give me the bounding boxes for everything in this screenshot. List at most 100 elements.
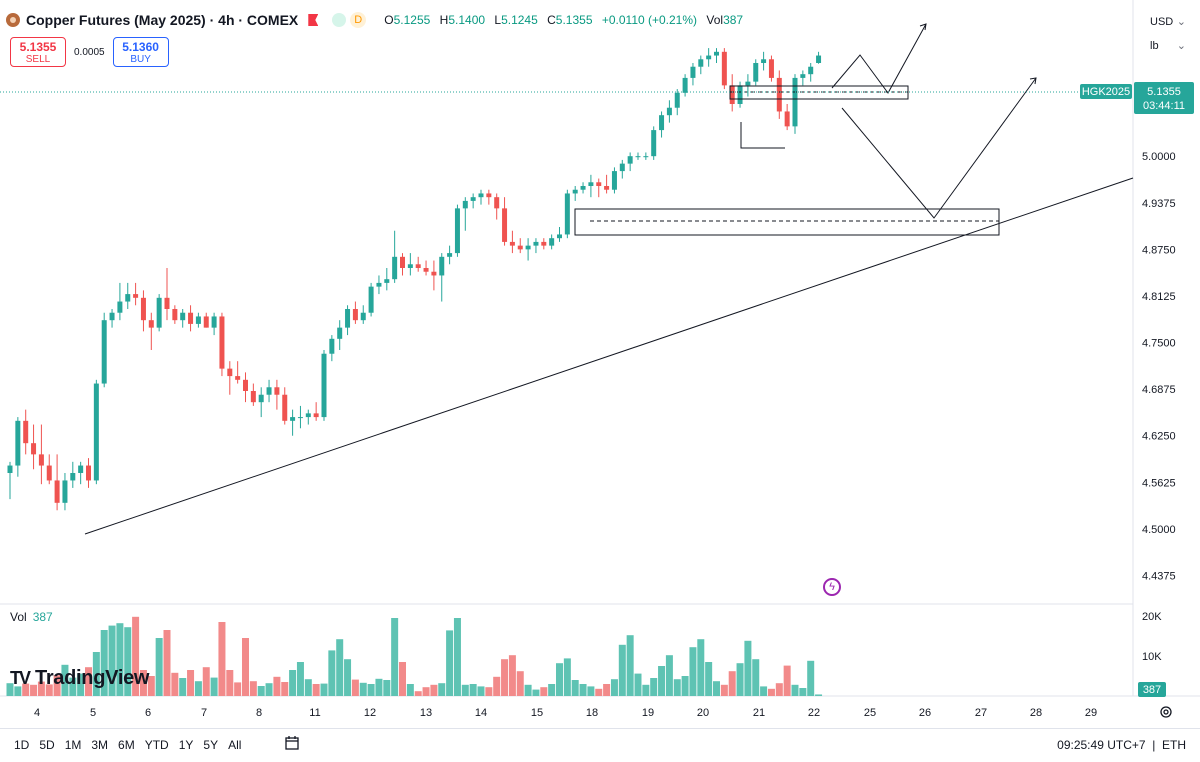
candle [604, 174, 610, 194]
volume-bar [626, 635, 634, 696]
volume-bar [179, 678, 187, 696]
candle [462, 197, 468, 231]
currency-select[interactable]: USD ⌄ [1144, 12, 1192, 32]
symbol-tag: HGK2025 [1082, 86, 1130, 98]
candle [376, 275, 382, 295]
volume-bar [556, 663, 563, 696]
range-1d[interactable]: 1D [14, 738, 30, 752]
candle [745, 74, 751, 97]
flag-icon[interactable] [308, 14, 319, 26]
range-1m[interactable]: 1M [64, 738, 82, 752]
volume-bar [359, 682, 367, 696]
candle [227, 361, 233, 395]
volume-bar [249, 681, 257, 696]
volume-bar [642, 684, 650, 696]
range-5y[interactable]: 5Y [203, 738, 219, 752]
time-tick: 19 [642, 707, 654, 719]
demand-zone [574, 208, 1000, 236]
volume-bar [705, 662, 713, 696]
buy-button[interactable]: 5.1360 BUY [112, 37, 169, 67]
price-tick: 4.6250 [1142, 431, 1176, 443]
range-all[interactable]: All [228, 738, 242, 752]
unit-select[interactable]: lb ⌄ [1144, 36, 1192, 56]
volume-bar [469, 684, 477, 696]
market-status-icon[interactable] [332, 13, 347, 27]
candle [588, 174, 594, 198]
symbol-title[interactable]: Copper Futures (May 2025) · 4h · COMEX [26, 12, 299, 28]
candle [509, 230, 515, 254]
volume-bar [791, 684, 799, 696]
volume-bar [22, 683, 30, 696]
volume-bar [85, 667, 92, 696]
candle [800, 70, 806, 86]
candle [282, 387, 288, 425]
price-tick: 4.8125 [1142, 291, 1176, 303]
candle [580, 182, 586, 194]
candle [714, 48, 719, 63]
ohlc-values: O5.1255 H5.1400 L5.1245 C5.1355 +0.0110 … [384, 13, 744, 27]
delayed-badge[interactable]: D [350, 12, 367, 28]
bar-countdown: 03:44:11 [1143, 100, 1185, 112]
last-price-tag: HGK2025 5.1355 03:44:11 [1080, 82, 1194, 114]
candle [360, 305, 366, 324]
copper-symbol-icon [6, 13, 20, 27]
sell-button[interactable]: 5.1355 SELL [10, 37, 66, 67]
volume-bar [351, 679, 359, 696]
volume-bar [736, 663, 744, 696]
candle [54, 454, 60, 511]
volume-bar [257, 686, 265, 696]
time-tick: 8 [256, 707, 262, 719]
candle [596, 178, 602, 198]
candle [203, 312, 209, 328]
candle [753, 59, 759, 86]
volume-bar [304, 679, 312, 696]
candle [431, 260, 437, 291]
candle [666, 100, 672, 123]
candle [768, 55, 774, 82]
time-axis: 4 5 6 7 8 11 12 13 14 15 18 19 20 21 22 25 26 27 28 29 [34, 707, 1097, 719]
price-tick: 4.7500 [1142, 338, 1176, 350]
time-tick: 11 [309, 707, 320, 719]
time-tick: 5 [90, 707, 96, 719]
volume-bar [783, 665, 791, 696]
volume-bar [516, 671, 524, 696]
candle [368, 282, 374, 317]
close-value: 5.1355 [555, 13, 593, 27]
calendar-icon[interactable] [284, 735, 300, 751]
time-tick: 4 [34, 707, 40, 719]
candle [486, 189, 492, 205]
time-tick: 21 [753, 707, 765, 719]
volume-bar [92, 652, 100, 696]
range-6m[interactable]: 6M [118, 738, 135, 752]
time-tick: 18 [586, 707, 598, 719]
chevron-down-icon: ⌄ [1176, 40, 1186, 52]
range-1y[interactable]: 1Y [178, 738, 194, 752]
volume-bar [147, 676, 155, 696]
candle [761, 51, 767, 71]
volume-bar [485, 687, 493, 696]
gear-icon[interactable] [1158, 704, 1174, 720]
clock[interactable]: 09:25:49 UTC+7 | ETH [1057, 738, 1186, 752]
candle [101, 312, 107, 388]
candle [313, 402, 319, 421]
range-ytd[interactable]: YTD [144, 738, 169, 752]
volume-bar [461, 684, 469, 696]
candle [266, 379, 272, 403]
time-tick: 26 [919, 707, 931, 719]
range-5d[interactable]: 5D [39, 738, 55, 752]
range-box [740, 122, 785, 149]
volume-bar [336, 639, 344, 696]
volume-bar [265, 683, 273, 696]
candle [250, 383, 256, 406]
candle [290, 409, 296, 436]
candle [698, 55, 704, 75]
candle [502, 197, 508, 246]
volume-bar [689, 647, 697, 696]
price-chart[interactable]: 5.06255.00004.93754.87504.81254.75004.68… [0, 0, 1200, 728]
candle [784, 104, 790, 131]
candle [407, 253, 413, 276]
flash-icon[interactable]: ϟ [823, 578, 841, 596]
candle [706, 48, 712, 67]
range-3m[interactable]: 3M [91, 738, 109, 752]
tradingview-logo[interactable]: TV TradingView [10, 667, 150, 689]
